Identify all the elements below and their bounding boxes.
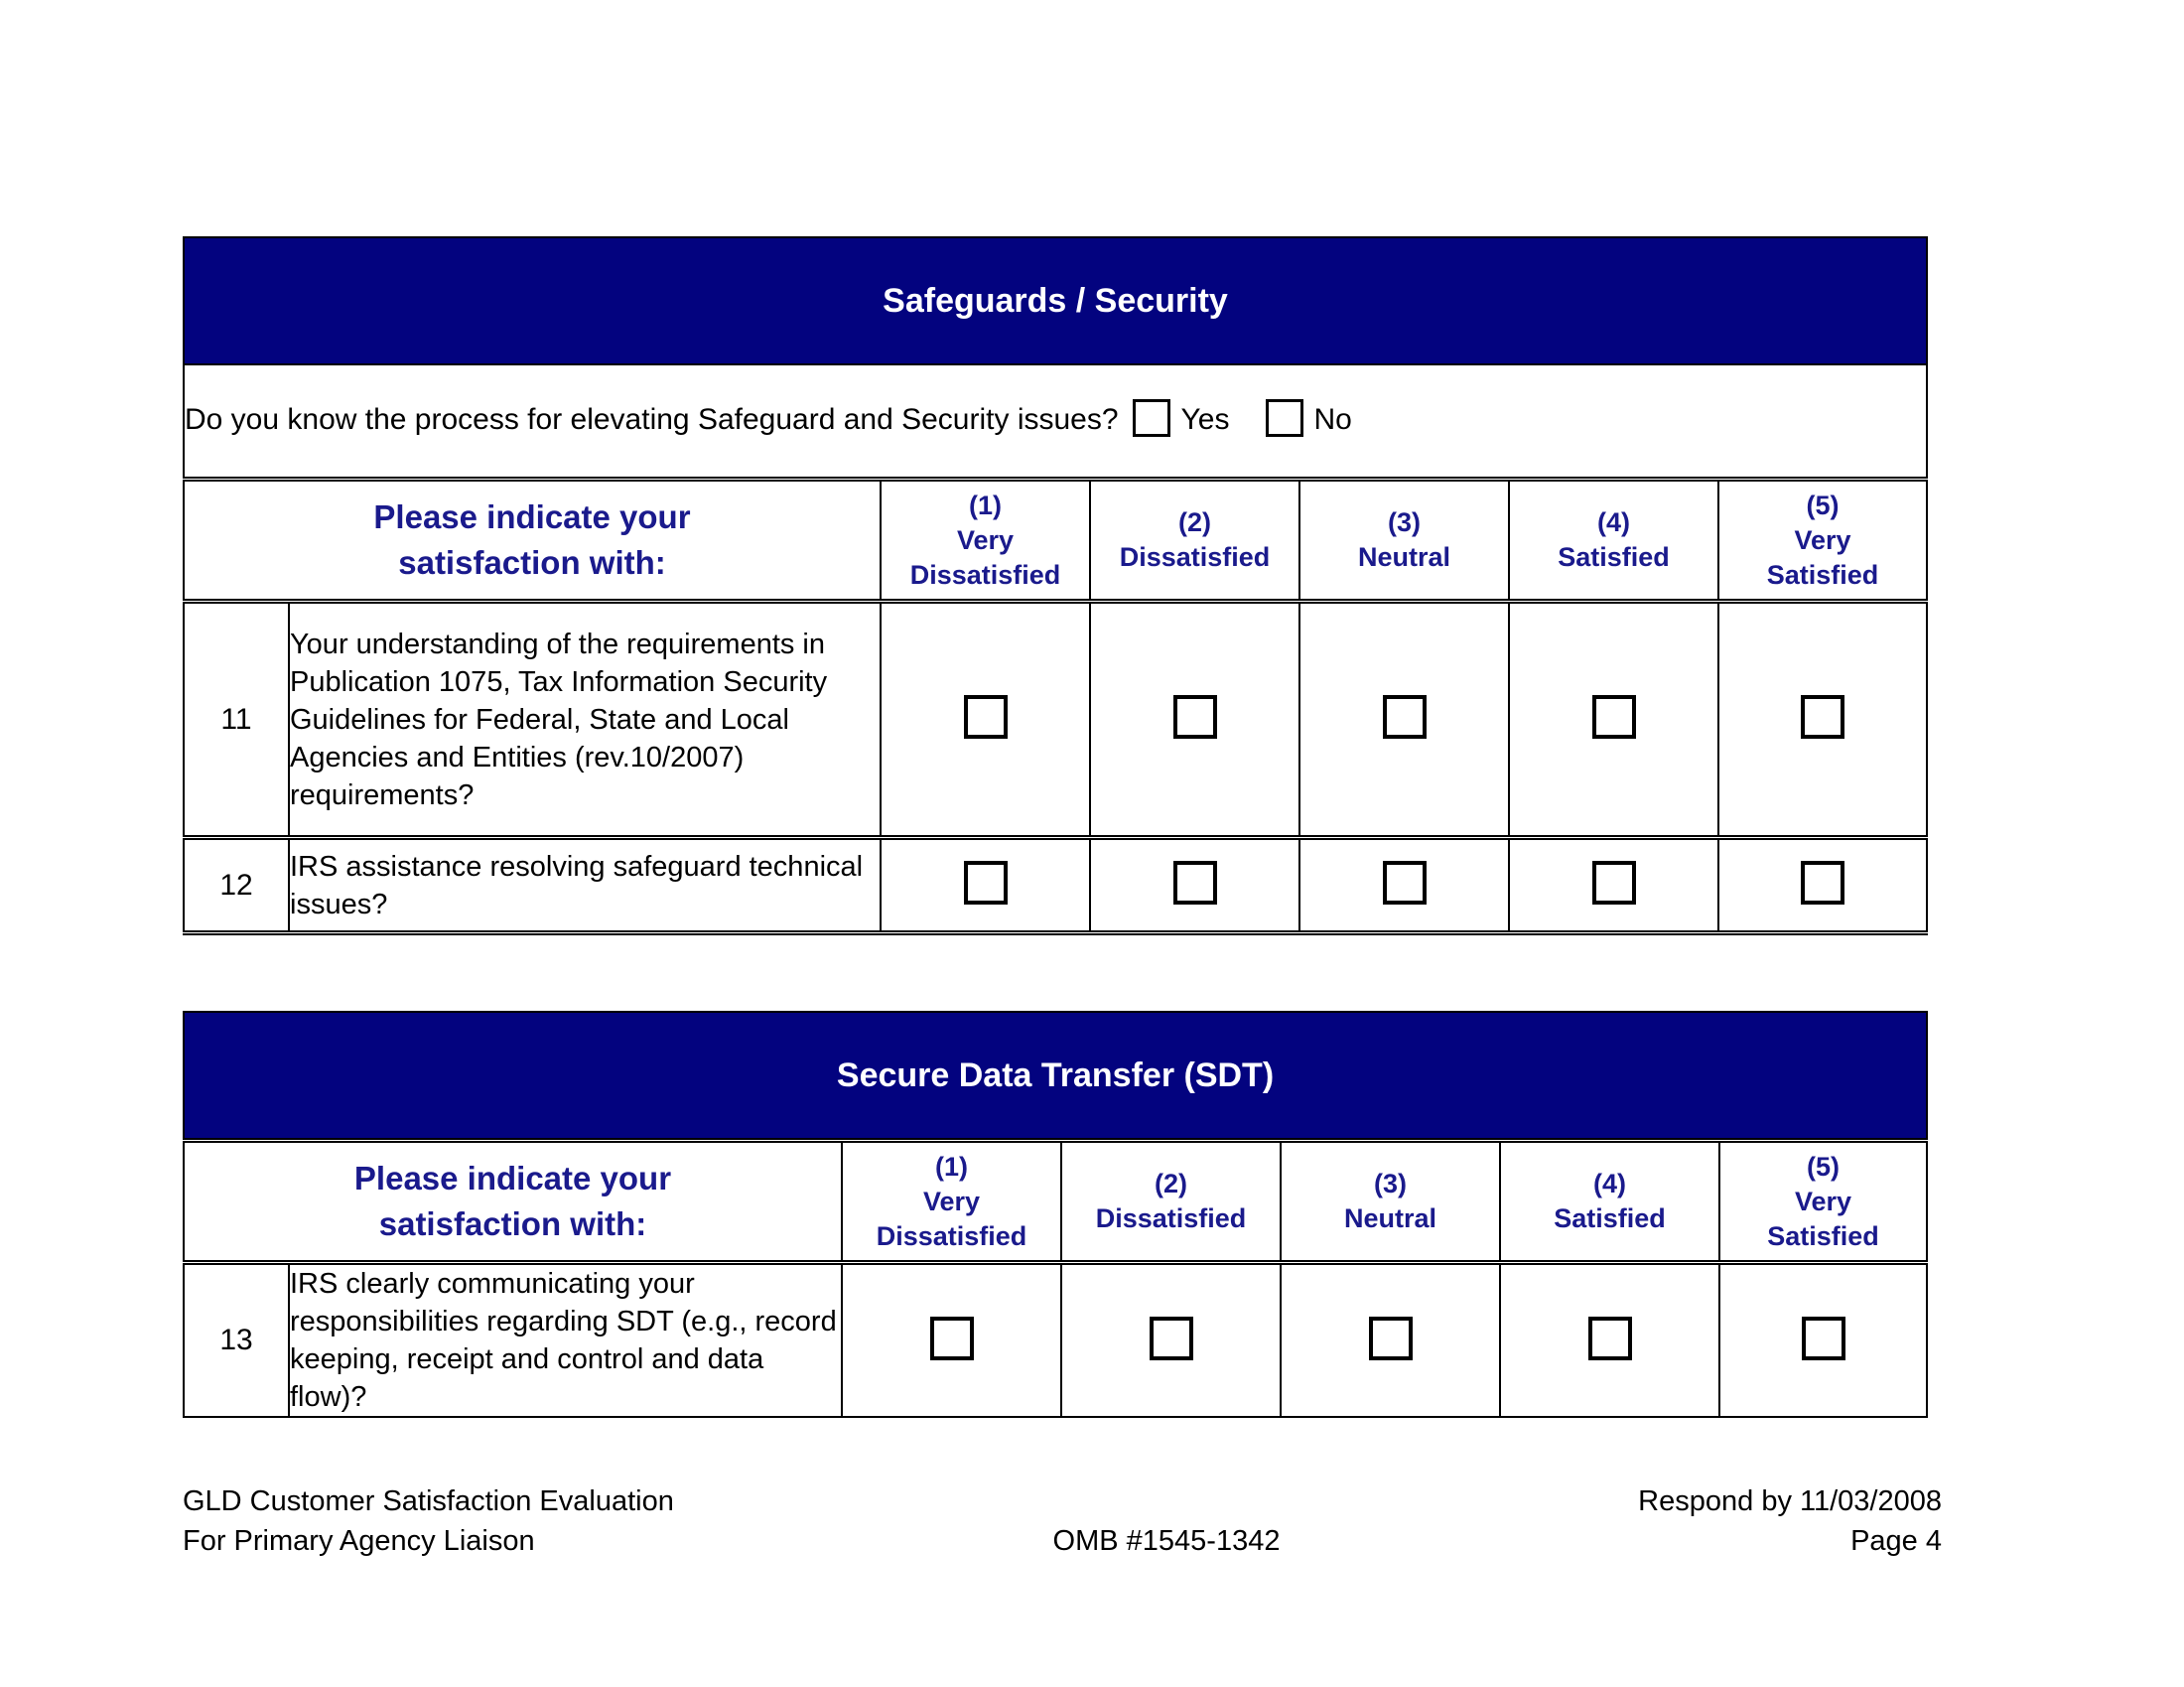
secure-data-transfer-table: Secure Data Transfer (SDT) Please indica… — [182, 1011, 1929, 1418]
satisfaction-prompt: Please indicate your satisfaction with: — [183, 1138, 843, 1264]
table-row-13: 13 IRS clearly communicating your respon… — [183, 1260, 1929, 1418]
checkbox-row13-rating3[interactable] — [1368, 1316, 1413, 1360]
rating-cell — [880, 599, 1091, 839]
yes-no-question-row: Do you know the process for elevating Sa… — [182, 363, 1929, 481]
footer-respond-block: Respond by 11/03/2008 Page 4 — [1465, 1481, 1942, 1561]
row-number: 13 — [183, 1260, 290, 1418]
yes-no-question-cell: Do you know the process for elevating Sa… — [182, 363, 1929, 481]
section-banner-row: Secure Data Transfer (SDT) — [182, 1011, 1929, 1142]
rating-cell — [1508, 599, 1719, 839]
checkbox-row12-rating3[interactable] — [1382, 861, 1427, 905]
rating-cell — [1089, 835, 1300, 935]
question-text: IRS assistance resolving safeguard techn… — [288, 835, 882, 935]
checkbox-row13-rating5[interactable] — [1801, 1316, 1845, 1360]
checkbox-row12-rating5[interactable] — [1801, 861, 1844, 905]
checkbox-row11-rating1[interactable] — [963, 695, 1008, 739]
column-header-satisfied: (4) Satisfied — [1508, 477, 1719, 603]
column-header-very-satisfied: (5) Very Satisfied — [1716, 477, 1929, 603]
footer-document-title: GLD Customer Satisfaction Evaluation For… — [183, 1481, 798, 1561]
checkbox-row11-rating3[interactable] — [1382, 695, 1427, 739]
row-number: 12 — [183, 835, 290, 935]
checkbox-row13-rating2[interactable] — [1149, 1316, 1193, 1360]
column-header-very-satisfied: (5) Very Satisfied — [1717, 1138, 1929, 1264]
satisfaction-prompt: Please indicate your satisfaction with: — [183, 477, 882, 603]
question-text: Your understanding of the requirements i… — [288, 599, 882, 839]
rating-cell — [841, 1260, 1062, 1418]
footer-title-line2: For Primary Agency Liaison — [183, 1525, 535, 1557]
rating-cell — [1717, 1260, 1929, 1418]
column-header-very-dissatisfied: (1) Very Dissatisfied — [880, 477, 1091, 603]
column-header-very-dissatisfied: (1) Very Dissatisfied — [841, 1138, 1062, 1264]
rating-cell — [1298, 599, 1510, 839]
column-header-dissatisfied: (2) Dissatisfied — [1060, 1138, 1282, 1264]
table-row-12: 12 IRS assistance resolving safeguard te… — [183, 835, 1929, 935]
rating-cell — [1716, 599, 1929, 839]
footer-page-number: Page 4 — [1850, 1525, 1942, 1557]
table-row-11: 11 Your understanding of the requirement… — [183, 599, 1929, 839]
rating-cell — [1089, 599, 1300, 839]
rating-cell — [1298, 835, 1510, 935]
checkbox-no[interactable] — [1265, 399, 1303, 437]
row-number: 11 — [183, 599, 290, 839]
safeguards-security-table: Safeguards / Security Do you know the pr… — [182, 236, 1929, 935]
question-text: IRS clearly communicating your responsib… — [288, 1260, 843, 1418]
yes-label: Yes — [1180, 402, 1230, 436]
section-title-safeguards: Safeguards / Security — [182, 236, 1929, 365]
footer-title-line1: GLD Customer Satisfaction Evaluation — [183, 1485, 674, 1517]
rating-cell — [1060, 1260, 1282, 1418]
rating-cell — [1280, 1260, 1501, 1418]
column-header-dissatisfied: (2) Dissatisfied — [1089, 477, 1300, 603]
checkbox-yes[interactable] — [1132, 399, 1170, 437]
page-footer: GLD Customer Satisfaction Evaluation For… — [183, 1481, 1942, 1561]
rating-cell — [880, 835, 1091, 935]
footer-omb-number: OMB #1545-1342 — [1052, 1525, 1281, 1557]
column-header-neutral: (3) Neutral — [1280, 1138, 1501, 1264]
rating-cell — [1716, 835, 1929, 935]
checkbox-row13-rating4[interactable] — [1587, 1316, 1632, 1360]
checkbox-row12-rating1[interactable] — [963, 861, 1008, 905]
rating-cell — [1508, 835, 1719, 935]
checkbox-row11-rating4[interactable] — [1591, 695, 1636, 739]
checkbox-row12-rating2[interactable] — [1172, 861, 1217, 905]
footer-spacer-line — [868, 1481, 1465, 1521]
rating-cell — [1499, 1260, 1720, 1418]
checkbox-row11-rating5[interactable] — [1801, 695, 1844, 739]
checkbox-row13-rating1[interactable] — [929, 1316, 974, 1360]
rating-header-row: Please indicate your satisfaction with: … — [183, 477, 1929, 603]
no-label: No — [1313, 402, 1352, 436]
yes-no-question-label: Do you know the process for elevating Sa… — [185, 402, 1119, 436]
rating-header-row: Please indicate your satisfaction with: … — [183, 1138, 1929, 1264]
section-banner-row: Safeguards / Security — [182, 236, 1929, 365]
checkbox-row11-rating2[interactable] — [1172, 695, 1217, 739]
checkbox-row12-rating4[interactable] — [1591, 861, 1636, 905]
footer-omb-block: OMB #1545-1342 — [798, 1481, 1465, 1561]
footer-respond-by: Respond by 11/03/2008 — [1638, 1485, 1942, 1517]
section-title-sdt: Secure Data Transfer (SDT) — [182, 1011, 1929, 1142]
column-header-neutral: (3) Neutral — [1298, 477, 1510, 603]
column-header-satisfied: (4) Satisfied — [1499, 1138, 1720, 1264]
